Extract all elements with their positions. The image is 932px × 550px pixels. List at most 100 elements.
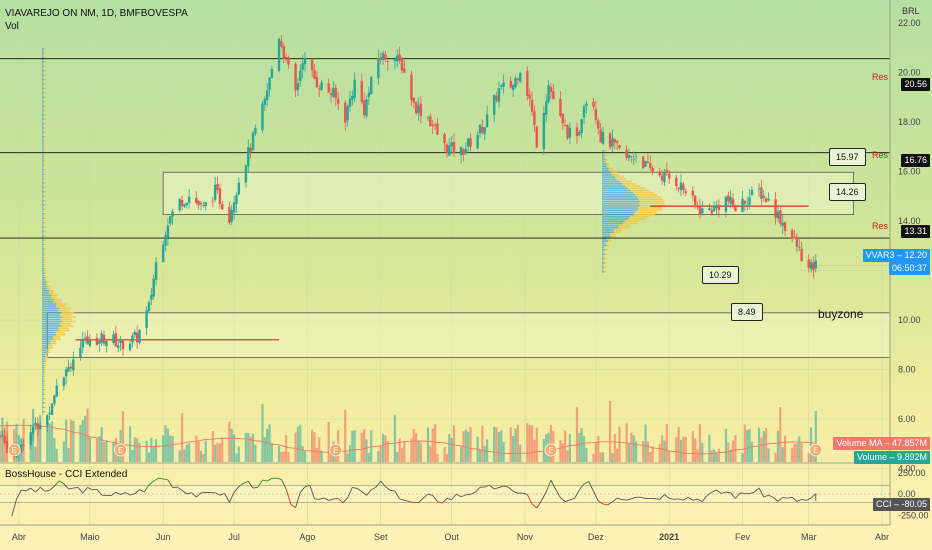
earnings-marker-5 [809,443,823,457]
profile-bar-buy [42,378,44,380]
profile-bar-buy [602,271,605,273]
volume-bar [741,453,744,462]
callout-bottom-zone[interactable]: 14.26 [829,183,866,201]
volume-bar [781,446,784,462]
profile-bar-buy [602,189,631,192]
profile-bar-buy [42,70,45,72]
profile-bar-sell [42,81,44,83]
volume-bar [285,435,288,462]
candle-body [663,172,666,183]
cci-line-segment [276,477,282,480]
cci-line-segment [654,498,660,500]
candle-body [493,94,496,115]
cci-line-segment [574,489,580,499]
profile-bar-sell [44,358,47,360]
profile-bar-sell [42,193,44,195]
volume-bar [594,442,597,462]
resistance-levels[interactable] [0,58,890,341]
profile-bar-buy [42,276,46,279]
volume-bar [311,429,314,462]
profile-bar-buy [42,270,44,272]
profile-bar-sell [47,285,51,288]
profile-bar-sell [43,158,45,160]
volume-bar [549,424,553,462]
profile-bar-buy [602,240,608,242]
profile-bar-buy [42,142,44,145]
profile-bar-buy [42,52,45,54]
cci-line-segment [550,479,557,490]
profile-bar-sell [605,249,608,251]
volume-bar [731,440,735,462]
candle-body [561,113,564,124]
earnings-marker-3 [329,443,343,457]
profile-bar-buy [602,229,614,231]
profile-bar-buy [42,285,48,288]
profile-bar-sell [603,156,605,159]
profile-bar-buy [42,336,54,338]
buyzone-label: buyzone [818,307,864,321]
profile-bar-buy [42,384,44,387]
profile-bar-sell [638,198,663,200]
profile-bar-sell [43,252,46,255]
volume-bar [618,426,621,462]
candle-body [798,246,801,248]
candle-body [516,78,520,80]
indicator-title[interactable]: BossHouse - CCI Extended [5,469,128,480]
profile-bar-buy [42,268,45,270]
volume-bar [530,425,534,462]
cci-line-segment [195,492,202,498]
profile-bar-buy [42,61,45,63]
volume-bar [535,427,538,462]
profile-bar-buy [42,140,44,142]
profile-bar-buy [602,178,617,181]
volume-bar [266,428,269,462]
volume-bar [417,441,420,462]
volume-bar [3,427,6,462]
profile-bar-sell [623,222,638,225]
profile-bar-sell [44,204,46,206]
candle-body [121,340,125,350]
profile-bar-sell [630,189,650,192]
profile-bar-buy [42,175,43,178]
profile-bar-buy [42,373,44,376]
candle-body [511,85,515,90]
volume-bar [69,419,73,462]
candle-body [800,248,803,262]
profile-bar-sell [615,176,624,178]
currency-label[interactable]: BRL [902,6,920,16]
callout-buyzone-bottom[interactable]: 8.49 [731,303,763,321]
candle-body [38,425,42,429]
candle-body [22,444,25,446]
profile-bar-buy [42,314,60,316]
volume-bar [379,445,382,462]
profile-bar-buy [42,120,43,123]
volume-bar [616,448,619,462]
profile-bar-buy [602,174,613,176]
profile-bar-sell [44,239,46,241]
candle-body [530,99,534,112]
callout-top-zone[interactable]: 15.97 [829,148,866,166]
volume-bar [765,427,768,462]
profile-bar-buy [602,169,609,172]
callout-buyzone-top[interactable]: 10.29 [702,266,739,284]
profile-bar-buy [42,358,45,360]
profile-bar-sell [43,125,44,127]
volume-bar [133,437,136,462]
profile-bar-buy [42,105,45,107]
volume-bar [415,433,418,462]
volume-bar [634,441,638,462]
volume-bar [500,430,503,462]
volume-bar [171,436,174,462]
profile-bar-sell [42,197,44,200]
candle-body [65,369,68,377]
volume-bar [178,450,181,462]
profile-bar-sell [46,281,49,283]
volume-bar [48,423,51,462]
profile-bar-buy [42,290,50,292]
profile-bar-buy [42,144,44,147]
cci-line-segment [598,500,604,505]
candle-body [746,204,749,207]
